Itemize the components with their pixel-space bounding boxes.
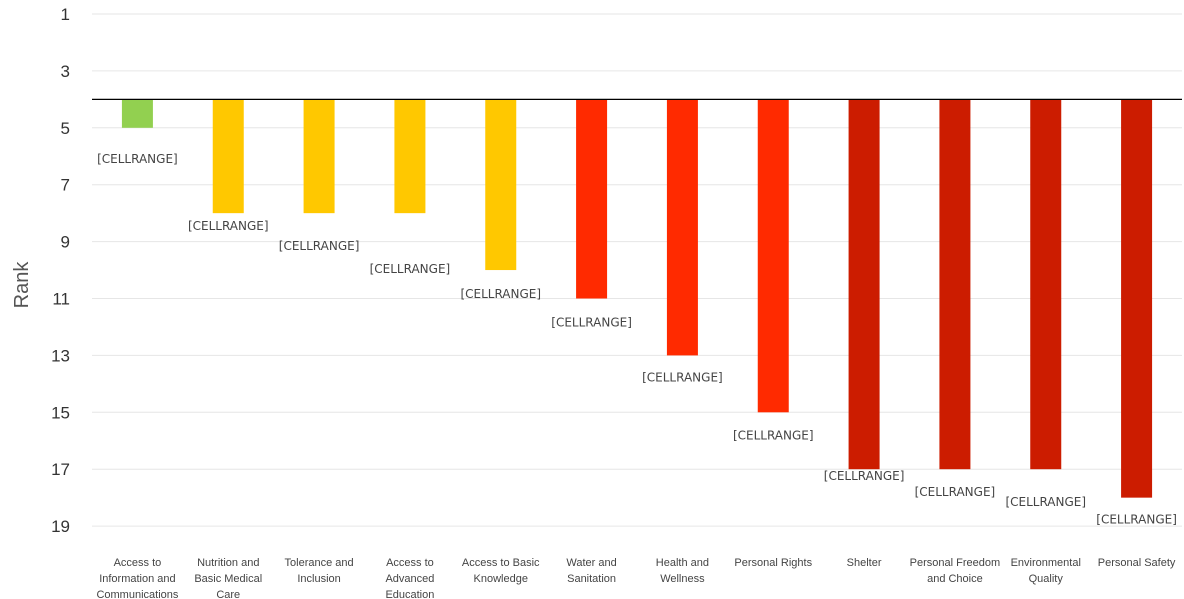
y-tick-label: 15 — [51, 403, 70, 422]
y-tick-label: 13 — [51, 346, 70, 365]
x-category-label: Personal Safety — [1098, 557, 1176, 569]
x-category-label: Personal Rights — [734, 557, 812, 569]
gridlines — [92, 13, 1182, 527]
data-label: [CELLRANGE] — [642, 370, 723, 384]
data-label: [CELLRANGE] — [370, 262, 451, 276]
y-axis-title: Rank — [11, 261, 33, 309]
y-tick-label: 3 — [61, 62, 70, 81]
bars — [121, 99, 1153, 498]
y-tick-label: 7 — [61, 176, 70, 195]
x-category-label: Nutrition and Basic Medical Care — [194, 557, 262, 599]
data-label: [CELLRANGE] — [460, 287, 541, 301]
data-label: [CELLRANGE] — [915, 485, 996, 499]
bar — [848, 99, 880, 470]
bar — [121, 99, 153, 128]
data-label: [CELLRANGE] — [824, 469, 905, 483]
x-category-label: Access to Information and Communications — [96, 557, 178, 599]
bar — [303, 99, 335, 214]
x-category-label: Environmental Quality — [1011, 557, 1081, 585]
bar — [1121, 99, 1153, 498]
x-category-label: Tolerance and Inclusion — [285, 557, 354, 585]
x-category-label: Health and Wellness — [656, 557, 709, 585]
y-tick-label: 11 — [52, 290, 70, 309]
data-label: [CELLRANGE] — [1096, 513, 1177, 527]
data-label: [CELLRANGE] — [1005, 495, 1086, 509]
bar — [757, 99, 789, 413]
data-label: [CELLRANGE] — [97, 152, 178, 166]
bar — [212, 99, 244, 214]
x-category-label: Water and Sanitation — [566, 557, 616, 585]
bar — [485, 99, 517, 271]
y-tick-label: 1 — [61, 5, 70, 24]
bar — [939, 99, 971, 470]
data-label: [CELLRANGE] — [279, 239, 360, 253]
data-labels: [CELLRANGE] [CELLRANGE] [CELLRANGE] [CELLRA… — [97, 152, 1177, 527]
y-tick-label: 9 — [61, 233, 70, 252]
x-category-label: Personal Freedom and Choice — [910, 557, 1001, 585]
data-label: [CELLRANGE] — [733, 428, 814, 442]
x-axis-categories: Access to Information and Communications Nu… — [96, 557, 1175, 599]
y-tick-label: 17 — [51, 460, 70, 479]
x-category-label: Shelter — [847, 557, 882, 569]
x-category-label: Access to Advanced Education — [385, 557, 434, 599]
y-tick-label: 5 — [61, 119, 70, 138]
bar — [666, 99, 698, 356]
bar — [394, 99, 426, 214]
bar — [576, 99, 608, 299]
data-label: [CELLRANGE] — [551, 316, 632, 330]
x-category-label: Access to Basic Knowledge — [462, 557, 540, 585]
bar — [1030, 99, 1062, 470]
y-tick-label: 19 — [51, 517, 70, 536]
data-label: [CELLRANGE] — [188, 219, 269, 233]
